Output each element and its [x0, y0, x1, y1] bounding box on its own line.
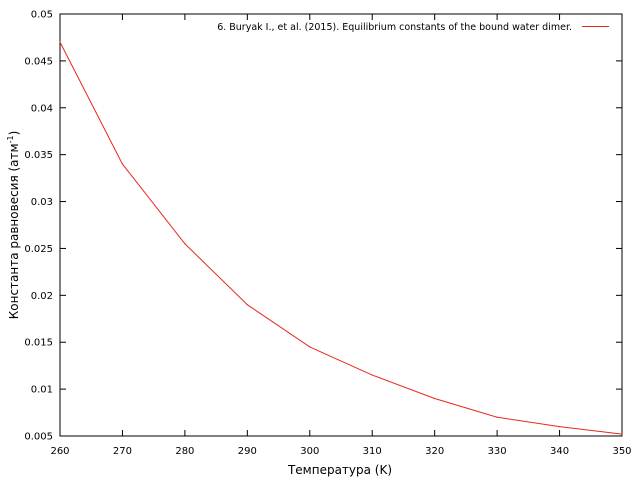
y-axis-title: Константа равновесия (атм-1): [6, 131, 21, 320]
data-point: [121, 163, 124, 165]
x-tick-label: 280: [175, 446, 194, 457]
x-tick-label: 320: [425, 446, 444, 457]
plot-frame: [59, 13, 623, 437]
x-tick-label: 260: [50, 446, 69, 457]
y-tick-label: 0.005: [24, 432, 53, 443]
x-tick-label: 330: [488, 446, 507, 457]
data-point: [558, 426, 561, 428]
y-axis-title-tail: ): [7, 131, 21, 136]
y-tick-label: 0.015: [24, 338, 53, 349]
y-tick-label: 0.045: [24, 56, 53, 67]
y-axis-title-main: Константа равновесия (атм: [7, 143, 21, 319]
y-tick-label: 0.02: [31, 291, 53, 302]
y-tick-label: 0.01: [31, 385, 53, 396]
legend-label: 6. Buryak I., et al. (2015). Equilibrium…: [217, 22, 572, 33]
x-tick-label: 310: [363, 446, 382, 457]
x-tick-label: 270: [113, 446, 132, 457]
y-tick-label: 0.035: [24, 150, 53, 161]
data-point: [434, 397, 436, 400]
y-tick-label: 0.025: [24, 244, 53, 255]
data-point: [184, 243, 186, 245]
x-tick-label: 300: [300, 446, 319, 457]
y-tick-label: 0.04: [31, 103, 53, 114]
y-tick-label: 0.05: [31, 10, 53, 21]
y-axis-title-superscript: -1: [6, 135, 15, 143]
data-point: [371, 374, 373, 376]
x-tick-label: 290: [238, 446, 257, 457]
data-point: [621, 433, 623, 435]
y-axis-ticks: 0.005 0.01 0.015 0.02 0.025 0.03 0.035 0.04 0.04…: [24, 10, 622, 443]
x-axis-ticks: 260 270 280 290 300 310 320 330 340 350: [50, 14, 632, 457]
legend: 6. Buryak I., et al. (2015). Equilibrium…: [217, 22, 609, 33]
data-point: [246, 304, 248, 306]
data-point: [309, 346, 311, 348]
data-point: [59, 41, 61, 43]
data-point: [496, 416, 498, 418]
series-line: [59, 41, 623, 435]
x-axis-title: Температура (K): [287, 463, 392, 477]
series-layer: [59, 41, 623, 435]
y-tick-label: 0.03: [31, 197, 53, 208]
x-tick-label: 340: [550, 446, 569, 457]
x-tick-label: 350: [612, 446, 631, 457]
